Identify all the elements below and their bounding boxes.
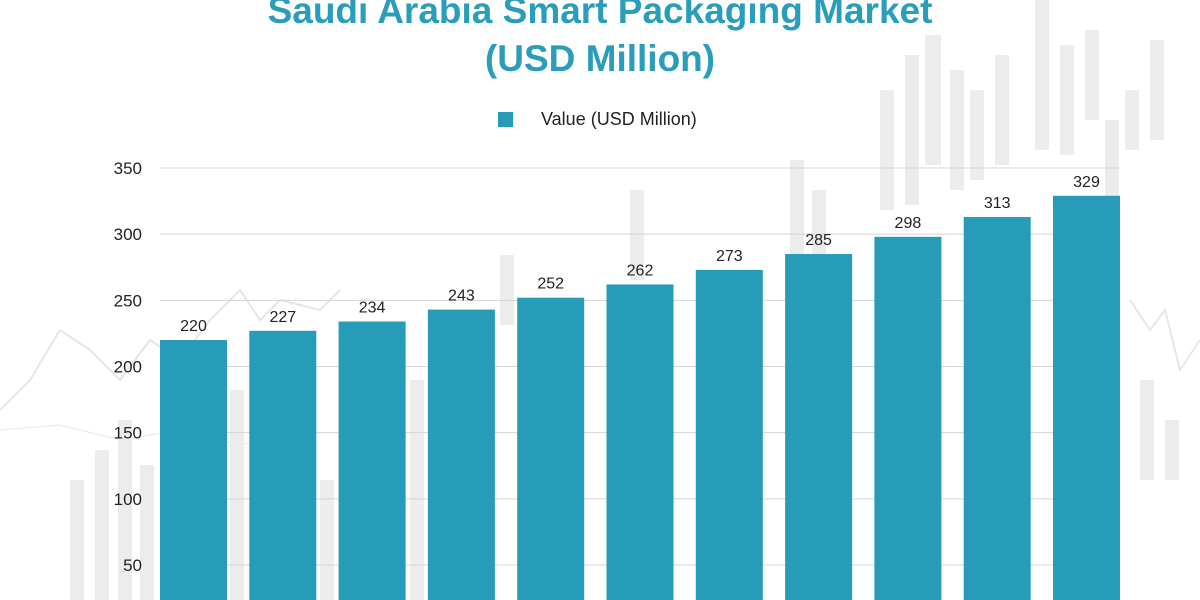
- legend-label: Value (USD Million): [541, 108, 697, 129]
- bar: [1053, 195, 1120, 600]
- y-tick-label: 350: [114, 159, 142, 178]
- chart-title: Saudi Arabia Smart Packaging Market: [267, 0, 933, 31]
- bar-value-label: 220: [180, 318, 207, 335]
- bar-value-label: 298: [895, 215, 922, 232]
- y-tick-label: 100: [114, 490, 142, 509]
- bar-value-label: 234: [359, 300, 386, 317]
- y-tick-label: 150: [114, 424, 142, 443]
- legend-swatch: [498, 111, 513, 127]
- bar-value-label: 262: [627, 262, 654, 279]
- chart-subtitle: (USD Million): [484, 38, 716, 79]
- bar-value-label: 329: [1073, 174, 1100, 191]
- bar: [874, 236, 942, 600]
- y-tick-label: 200: [114, 358, 142, 377]
- bar: [606, 284, 674, 600]
- bar: [963, 216, 1031, 600]
- bar-value-label: 243: [448, 288, 475, 305]
- bar: [160, 340, 227, 600]
- bar-value-label: 313: [984, 195, 1011, 212]
- bar: [427, 309, 495, 600]
- y-tick-label: 300: [114, 225, 142, 244]
- bar-value-label: 285: [805, 232, 832, 249]
- bar-value-label: 273: [716, 248, 743, 265]
- bar: [517, 297, 585, 600]
- bar: [695, 269, 763, 600]
- chart-legend: Value (USD Million): [498, 108, 697, 130]
- y-tick-label: 50: [123, 556, 142, 575]
- bar: [785, 254, 853, 600]
- bar-value-label: 227: [269, 309, 296, 326]
- y-tick-label: 250: [114, 291, 142, 310]
- bar: [338, 321, 406, 600]
- bar-value-label: 252: [537, 276, 564, 293]
- bar: [249, 330, 317, 600]
